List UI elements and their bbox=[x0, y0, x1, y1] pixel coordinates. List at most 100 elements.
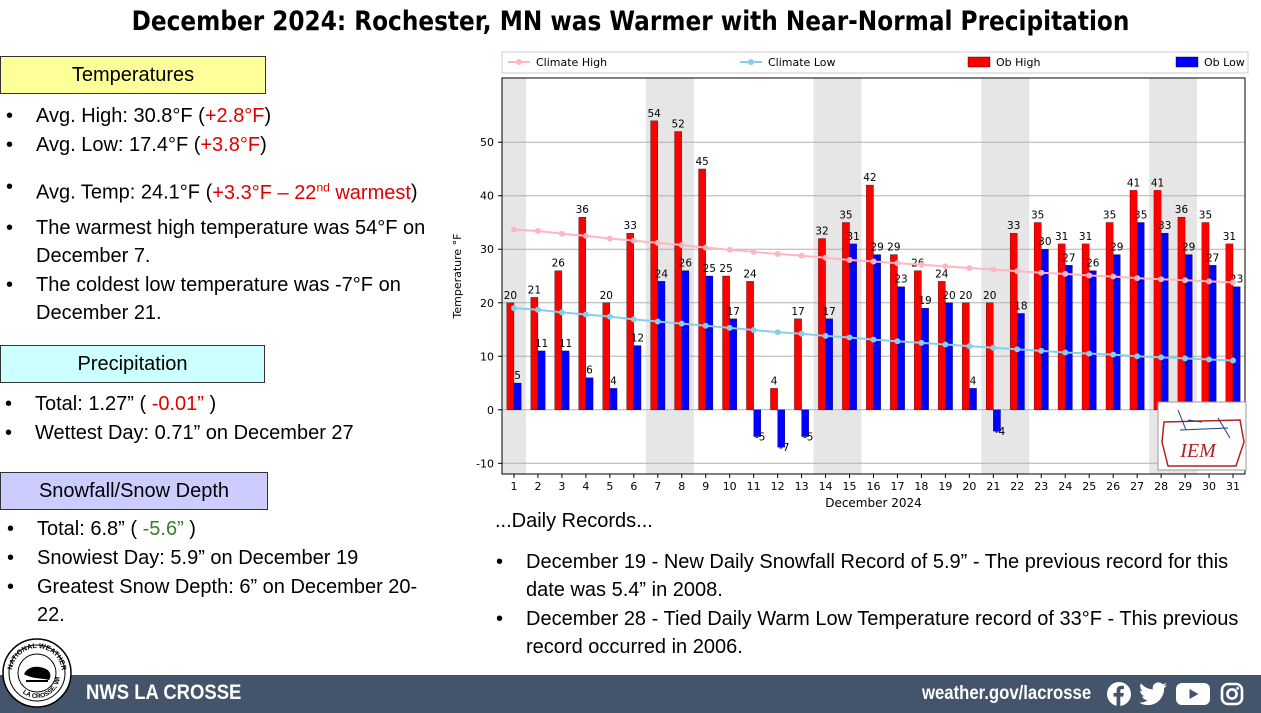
ob-high-bar bbox=[746, 281, 754, 410]
ob-high-label: 31 bbox=[1223, 231, 1236, 243]
ob-high-bar bbox=[818, 238, 826, 410]
climate-low-point bbox=[1158, 354, 1165, 361]
ob-high-bar bbox=[794, 318, 802, 410]
ob-low-bar bbox=[1017, 313, 1025, 410]
y-tick-label: 40 bbox=[480, 190, 494, 203]
footer-url[interactable]: weather.gov/lacrosse bbox=[922, 683, 1092, 704]
youtube-icon[interactable] bbox=[1176, 682, 1210, 706]
ob-low-bar bbox=[1113, 254, 1121, 410]
climate-high-point bbox=[942, 263, 949, 270]
ob-low-bar bbox=[945, 302, 953, 410]
legend-label: Ob Low bbox=[1204, 56, 1245, 69]
ob-low-label: 11 bbox=[559, 338, 572, 350]
climate-low-point bbox=[702, 322, 709, 329]
ob-low-label: 23 bbox=[894, 274, 907, 286]
climate-high-point bbox=[1038, 269, 1045, 276]
ob-low-label: -7 bbox=[779, 442, 789, 454]
y-tick-label: -10 bbox=[476, 457, 494, 470]
ob-high-bar bbox=[985, 302, 994, 410]
legend-swatch bbox=[1175, 56, 1199, 68]
x-tick-label: 16 bbox=[867, 480, 881, 493]
avg-high-item: • Avg. High: 30.8°F (+2.8°F) bbox=[6, 105, 272, 127]
y-tick-label: 0 bbox=[487, 404, 494, 417]
ob-high-bar bbox=[1009, 233, 1018, 410]
warmest-high-text: The warmest high temperature was 54°F on… bbox=[36, 217, 426, 267]
x-tick-label: 26 bbox=[1106, 480, 1120, 493]
ob-low-bar bbox=[753, 409, 762, 437]
ob-high-bar bbox=[506, 302, 515, 410]
climate-low-point bbox=[1206, 356, 1213, 363]
climate-high-point bbox=[606, 235, 613, 242]
ob-low-bar bbox=[561, 350, 570, 410]
y-tick-label: 30 bbox=[480, 243, 494, 256]
ob-high-bar bbox=[722, 275, 730, 410]
legend-swatch bbox=[967, 56, 991, 68]
twitter-icon[interactable] bbox=[1139, 682, 1167, 706]
legend-marker bbox=[748, 59, 754, 65]
ob-low-bar bbox=[825, 318, 833, 410]
ob-high-bar bbox=[1033, 222, 1042, 410]
legend-label: Ob High bbox=[996, 56, 1040, 69]
footer-bar: NWS LA CROSSE weather.gov/lacrosse bbox=[0, 675, 1261, 713]
ob-high-label: 4 bbox=[771, 375, 778, 387]
ob-low-label: 4 bbox=[970, 375, 977, 387]
ob-high-label: 31 bbox=[1079, 231, 1092, 243]
climate-high-point bbox=[582, 232, 589, 239]
ob-high-bar bbox=[650, 120, 658, 410]
climate-low-point bbox=[1134, 353, 1141, 360]
avg-temp-dash: – bbox=[271, 181, 295, 204]
climate-low-point bbox=[918, 339, 925, 346]
snow-total-item: • Total: 6.8” ( -5.6” ) bbox=[7, 518, 196, 540]
x-tick-label: 10 bbox=[723, 480, 737, 493]
ob-low-bar bbox=[921, 307, 929, 410]
ob-low-bar bbox=[657, 281, 666, 410]
ob-low-label: 20 bbox=[942, 290, 955, 302]
ob-high-label: 36 bbox=[1175, 204, 1189, 216]
snowiest-day-text: Snowiest Day: 5.9” on December 19 bbox=[37, 547, 359, 569]
facebook-icon[interactable] bbox=[1107, 682, 1131, 706]
y-tick-label: 20 bbox=[480, 297, 494, 310]
avg-low-departure: +3.8°F bbox=[200, 134, 261, 156]
avg-temp-rank-suffix: nd bbox=[316, 180, 330, 194]
legend-label: Climate Low bbox=[768, 56, 836, 69]
snowfall-header-label: Snowfall/Snow Depth bbox=[38, 479, 230, 502]
ob-low-label: 4 bbox=[610, 375, 617, 387]
ob-high-label: 54 bbox=[648, 108, 662, 120]
climate-high-point bbox=[702, 244, 709, 251]
x-tick-label: 11 bbox=[747, 480, 761, 493]
ob-high-bar bbox=[842, 222, 850, 410]
ob-low-label: 30 bbox=[1038, 236, 1051, 248]
ob-high-label: 20 bbox=[983, 290, 996, 302]
ob-low-bar bbox=[897, 286, 905, 410]
x-tick-label: 18 bbox=[914, 480, 928, 493]
plot-frame bbox=[501, 77, 1246, 475]
climate-high-point bbox=[966, 264, 973, 271]
x-tick-label: 7 bbox=[654, 480, 661, 493]
wettest-day-text: Wettest Day: 0.71” on December 27 bbox=[35, 422, 354, 444]
x-tick-label: 20 bbox=[962, 480, 976, 493]
x-tick-label: 22 bbox=[1010, 480, 1024, 493]
ob-low-bar bbox=[1232, 286, 1241, 410]
avg-low-item: • Avg. Low: 17.4°F (+3.8°F) bbox=[6, 134, 267, 156]
climate-low-point bbox=[846, 334, 853, 341]
instagram-icon[interactable] bbox=[1220, 682, 1244, 706]
ob-high-label: 35 bbox=[1103, 209, 1116, 221]
climate-high-point bbox=[1086, 272, 1093, 279]
snowiest-day-item: • Snowiest Day: 5.9” on December 19 bbox=[7, 544, 447, 572]
x-tick-label: 31 bbox=[1226, 480, 1240, 493]
ob-high-label: 26 bbox=[552, 258, 566, 270]
ob-high-label: 35 bbox=[1031, 209, 1044, 221]
climate-high-point bbox=[1206, 278, 1213, 285]
ob-low-bar bbox=[1160, 233, 1169, 410]
climate-low-point bbox=[1110, 351, 1117, 358]
ob-low-label: 18 bbox=[1014, 300, 1027, 312]
y-tick-label: 10 bbox=[480, 350, 494, 363]
weekend-shade bbox=[502, 78, 526, 474]
climate-high-point bbox=[630, 237, 637, 244]
ob-low-label: 19 bbox=[918, 295, 931, 307]
warmest-high-item: • The warmest high temperature was 54°F o… bbox=[6, 214, 446, 270]
ob-high-label: 45 bbox=[695, 156, 708, 168]
avg-temp-rank: 22 bbox=[294, 181, 317, 204]
ob-high-bar bbox=[602, 302, 611, 410]
avg-temp-item: • Avg. Temp: 24.1°F (+3.3°F – 22nd warmes… bbox=[6, 176, 418, 204]
